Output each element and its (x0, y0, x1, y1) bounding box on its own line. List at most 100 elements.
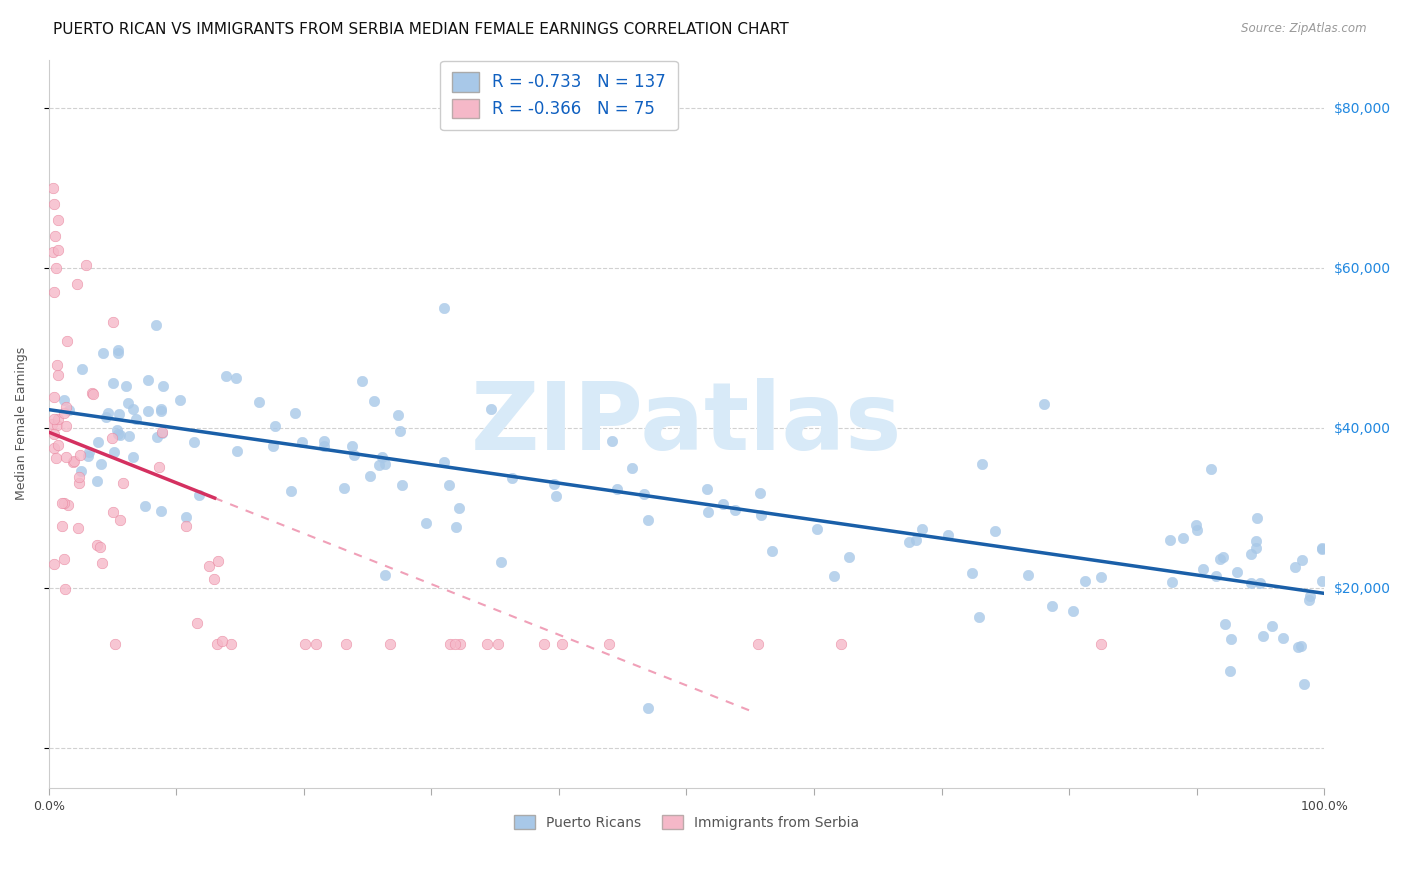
Point (152, 379, 174, 393)
Point (146, 430, 169, 444)
Point (225, 370, 247, 384)
Point (1249, 575, 1271, 590)
Point (42, 427, 65, 442)
Point (67, 470, 90, 484)
Point (598, 637, 620, 651)
Point (58, 498, 80, 512)
Point (69, 448, 91, 462)
Point (447, 501, 470, 516)
Point (122, 402, 145, 417)
Point (1073, 574, 1095, 588)
Point (183, 435, 205, 450)
Point (148, 459, 170, 474)
Y-axis label: Median Female Earnings: Median Female Earnings (15, 347, 28, 500)
Point (391, 477, 413, 491)
Text: ZIPatlas: ZIPatlas (471, 377, 903, 470)
Point (1184, 518, 1206, 533)
Point (1244, 541, 1267, 555)
Point (226, 444, 249, 458)
Point (284, 406, 307, 420)
Point (63, 454, 86, 468)
Point (48, 368, 70, 382)
Point (544, 489, 567, 503)
Point (52, 392, 75, 407)
Point (44, 228, 66, 243)
Point (215, 369, 238, 384)
Point (1291, 553, 1313, 567)
Point (186, 616, 208, 631)
Point (145, 318, 167, 333)
Point (188, 488, 211, 502)
Point (41, 417, 63, 431)
Point (1187, 524, 1209, 538)
Point (415, 516, 437, 530)
Point (1208, 552, 1230, 566)
Point (1240, 547, 1263, 561)
Point (198, 559, 221, 574)
Point (117, 395, 139, 409)
Point (45, 450, 67, 465)
Point (444, 520, 467, 534)
Point (150, 425, 173, 439)
Point (439, 637, 461, 651)
Point (1246, 511, 1268, 525)
Point (1244, 533, 1267, 548)
Point (1212, 549, 1234, 564)
Point (984, 524, 1007, 538)
Point (107, 346, 129, 360)
Point (388, 424, 411, 438)
Point (897, 534, 920, 549)
Point (1205, 569, 1227, 583)
Point (46, 438, 69, 452)
Point (350, 374, 373, 388)
Point (150, 504, 173, 518)
Point (291, 434, 314, 449)
Point (136, 403, 159, 417)
Point (967, 610, 990, 624)
Point (823, 569, 845, 583)
Point (207, 637, 229, 651)
Point (1292, 676, 1315, 690)
Point (58, 403, 80, 417)
Point (1032, 397, 1054, 411)
Point (75, 258, 97, 272)
Point (1226, 565, 1249, 579)
Point (51, 518, 73, 533)
Point (335, 637, 357, 651)
Point (343, 448, 366, 462)
Point (374, 568, 396, 582)
Point (491, 555, 513, 569)
Point (134, 499, 156, 513)
Point (101, 316, 124, 330)
Point (125, 412, 148, 426)
Point (359, 469, 381, 483)
Point (367, 458, 389, 473)
Point (543, 476, 565, 491)
Point (1251, 629, 1274, 643)
Point (97, 406, 120, 420)
Point (80, 385, 103, 400)
Point (45, 260, 67, 275)
Point (52, 406, 75, 420)
Point (55, 450, 77, 465)
Point (911, 522, 934, 536)
Point (749, 508, 772, 523)
Point (45, 418, 67, 433)
Point (938, 528, 960, 542)
Point (42, 411, 65, 425)
Point (136, 372, 159, 386)
Point (150, 426, 173, 441)
Point (305, 637, 328, 651)
Point (806, 522, 828, 536)
Legend: Puerto Ricans, Immigrants from Serbia: Puerto Ricans, Immigrants from Serbia (509, 810, 865, 836)
Point (600, 434, 623, 448)
Point (211, 634, 233, 648)
Point (41, 180, 63, 194)
Point (262, 439, 284, 453)
Point (42, 196, 65, 211)
Point (114, 379, 136, 393)
Point (149, 401, 172, 416)
Point (1312, 541, 1334, 556)
Point (108, 428, 131, 442)
Point (1284, 559, 1306, 574)
